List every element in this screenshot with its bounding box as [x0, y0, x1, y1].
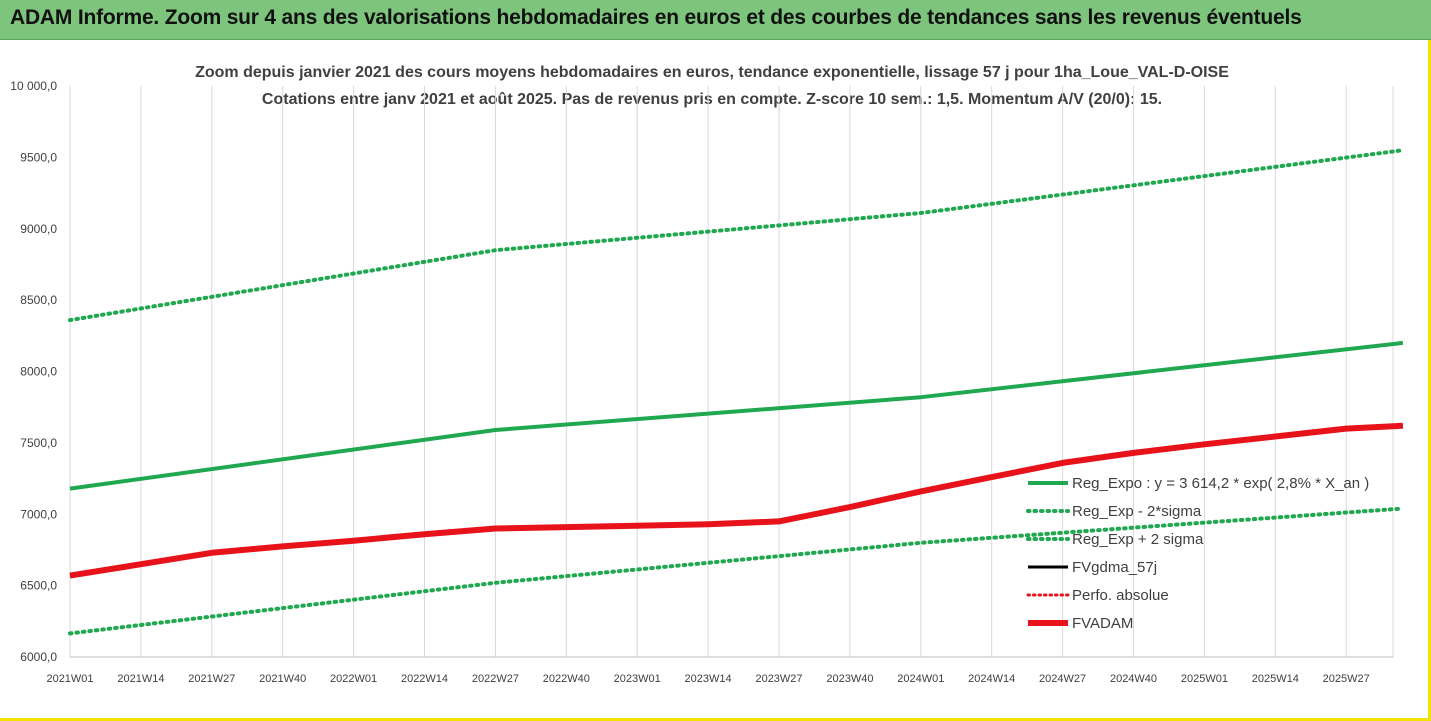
x-tick-label: 2023W40: [826, 673, 873, 685]
x-tick-label: 2024W27: [1039, 673, 1086, 685]
legend-label: Perfo. absolue: [1072, 587, 1169, 604]
legend-label: Reg_Expo : y = 3 614,2 * exp( 2,8% * X_a…: [1072, 475, 1369, 492]
chart-title-line2: Cotations entre janv 2021 et août 2025. …: [262, 91, 1162, 108]
series-line: [69, 424, 1403, 578]
series: [68, 148, 1405, 636]
series-line: [68, 148, 1405, 323]
x-tick-label: 2023W27: [755, 673, 802, 685]
x-tick-label: 2024W14: [968, 673, 1015, 685]
chart-title-line1: Zoom depuis janvier 2021 des cours moyen…: [195, 64, 1229, 81]
x-tick-label: 2021W14: [117, 673, 164, 685]
x-tick-label: 2023W01: [614, 673, 661, 685]
x-tick-label: 2022W14: [401, 673, 448, 685]
axes: 2021W01 2021W14 2021W27 2021W40 2022W01 2022W…: [10, 79, 1393, 685]
y-tick-label: 6500,0: [20, 579, 57, 593]
x-tick-label: 2022W27: [472, 673, 519, 685]
series-line: [69, 340, 1404, 491]
x-tick-label: 2023W14: [685, 673, 732, 685]
y-tick-label: 10 000,0: [10, 79, 57, 93]
y-tick-label: 9500,0: [20, 150, 57, 164]
x-tick-label: 2021W01: [46, 673, 93, 685]
x-tick-label: 2021W27: [188, 673, 235, 685]
legend-label: Reg_Exp + 2 sigma: [1072, 531, 1204, 548]
grid: [69, 86, 1394, 657]
x-tick-label: 2025W14: [1252, 673, 1299, 685]
legend-label: FVgdma_57j: [1072, 559, 1157, 576]
x-tick-label: 2025W01: [1181, 673, 1228, 685]
x-tick-label: 2022W40: [543, 673, 590, 685]
y-tick-label: 6000,0: [20, 650, 57, 664]
x-tick-label: 2021W40: [259, 673, 306, 685]
legend-label: Reg_Exp - 2*sigma: [1072, 503, 1202, 520]
banner-title: ADAM Informe. Zoom sur 4 ans des valoris…: [10, 6, 1302, 29]
x-tick-label: 2022W01: [330, 673, 377, 685]
x-tick-label: 2024W01: [897, 673, 944, 685]
chart-frame: [0, 40, 1431, 721]
series-line: [69, 422, 1404, 579]
banner: ADAM Informe. Zoom sur 4 ans des valoris…: [0, 0, 1431, 40]
y-tick-label: 9000,0: [20, 222, 57, 236]
y-tick-label: 8500,0: [20, 293, 57, 307]
y-tick-label: 7000,0: [20, 507, 57, 521]
legend-label: FVADAM: [1072, 615, 1133, 632]
y-tick-label: 7500,0: [20, 436, 57, 450]
y-tick-label: 8000,0: [20, 365, 57, 379]
series-line: [68, 506, 1405, 636]
legend: Reg_Expo : y = 3 614,2 * exp( 2,8% * X_a…: [1026, 475, 1369, 632]
x-tick-label: 2025W27: [1323, 673, 1370, 685]
x-tick-label: 2024W40: [1110, 673, 1157, 685]
